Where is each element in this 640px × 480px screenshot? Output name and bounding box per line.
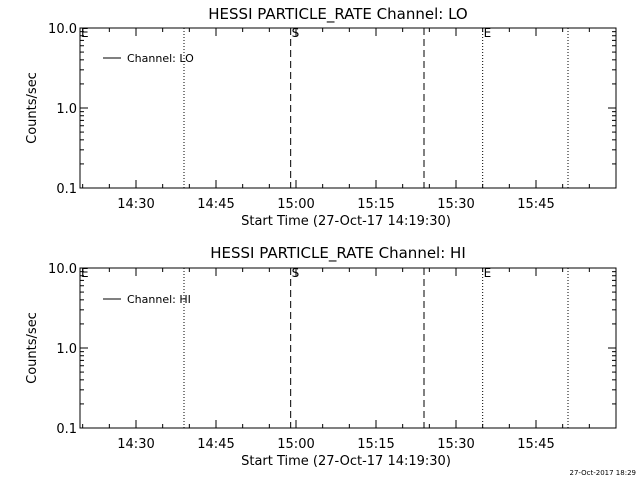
hi-ytick-label: 10.0 [48, 262, 77, 277]
lo-legend-label: Channel: LO [127, 52, 194, 65]
hi-chart-title: HESSI PARTICLE_RATE Channel: HI [210, 244, 466, 263]
lo-xtick-label: 14:30 [117, 197, 154, 212]
hi-plot-frame [79, 267, 617, 429]
lo-ytick-label: 0.1 [56, 182, 77, 197]
generation-timestamp: 27-Oct-2017 18:29 [569, 469, 636, 477]
lo-xtick-label: 15:00 [277, 197, 314, 212]
lo-y-axis-label: Counts/sec [25, 72, 40, 144]
lo-xtick-label: 14:45 [197, 197, 234, 212]
lo-marker-label: E [484, 26, 492, 40]
hi-ytick-label: 1.0 [56, 342, 77, 357]
lo-xtick-label: 15:30 [437, 197, 474, 212]
hi-xtick-label: 15:15 [357, 437, 394, 452]
lo-marker-label: E [81, 26, 89, 40]
lo-ytick-label: 10.0 [48, 22, 77, 37]
hi-xtick-label: 14:30 [117, 437, 154, 452]
lo-xtick-label: 15:15 [357, 197, 394, 212]
lo-marker-label: S [292, 26, 300, 40]
hi-x-axis-label: Start Time (27-Oct-17 14:19:30) [241, 454, 451, 469]
hi-xtick-label: 15:30 [437, 437, 474, 452]
hi-ytick-label: 0.1 [56, 422, 77, 437]
hi-marker-label: E [81, 266, 89, 280]
hi-legend-label: Channel: HI [127, 293, 191, 306]
hi-y-axis-label: Counts/sec [25, 312, 40, 384]
hi-xtick-label: 14:45 [197, 437, 234, 452]
hi-marker-label: E [484, 266, 492, 280]
hi-xtick-label: 15:45 [517, 437, 554, 452]
lo-chart-title: HESSI PARTICLE_RATE Channel: LO [208, 5, 467, 24]
lo-xtick-label: 15:45 [517, 197, 554, 212]
lo-x-axis-label: Start Time (27-Oct-17 14:19:30) [241, 214, 451, 229]
hi-xtick-label: 15:00 [277, 437, 314, 452]
hi-marker-label: S [292, 266, 300, 280]
lo-ytick-label: 1.0 [56, 102, 77, 117]
